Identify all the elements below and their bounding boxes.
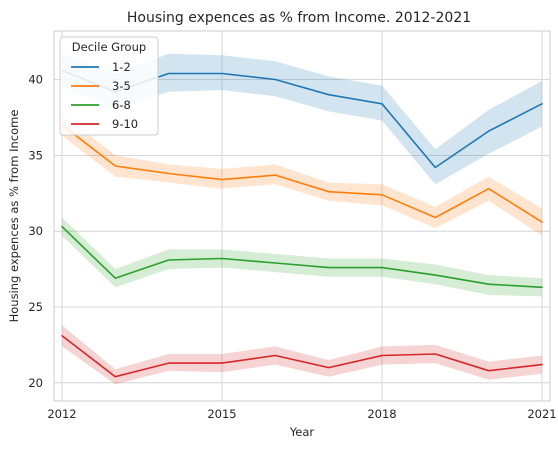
legend-label-1-2: 1-2 [112,60,131,74]
ci-band-9-10 [62,325,542,385]
x-tick-label: 2012 [47,407,76,421]
y-axis-label: Housing expences as % from Income [7,110,21,323]
ci-band-6-8 [62,217,542,297]
chart-title: Housing expences as % from Income. 2012-… [127,10,471,26]
legend-label-3-5: 3-5 [112,79,131,93]
series-line-6-8 [61,225,543,289]
legend-label-6-8: 6-8 [112,98,131,112]
legend: Decile Group 1-2 3-5 6-8 9-10 [59,36,159,136]
x-axis-label: Year [289,425,315,439]
y-tick-label: 40 [28,73,43,87]
x-tick-label: 2015 [207,407,236,421]
plot-frame [53,30,551,402]
series-line-3-5 [61,124,543,223]
tick-labels: 20 25 30 35 40 2012 2015 2018 2021 [28,73,556,421]
y-tick-label: 20 [28,376,43,390]
series-line-9-10 [61,334,543,378]
legend-entries: 1-2 3-5 6-8 9-10 [71,60,138,131]
legend-box [59,36,159,136]
y-tick-label: 30 [28,224,43,238]
y-tick-label: 35 [28,148,43,162]
legend-title: Decile Group [72,40,146,54]
ci-band-3-5 [62,114,542,236]
x-tick-label: 2018 [367,407,396,421]
legend-label-9-10: 9-10 [112,117,138,131]
y-tick-label: 25 [28,300,43,314]
x-tick-label: 2021 [527,407,556,421]
